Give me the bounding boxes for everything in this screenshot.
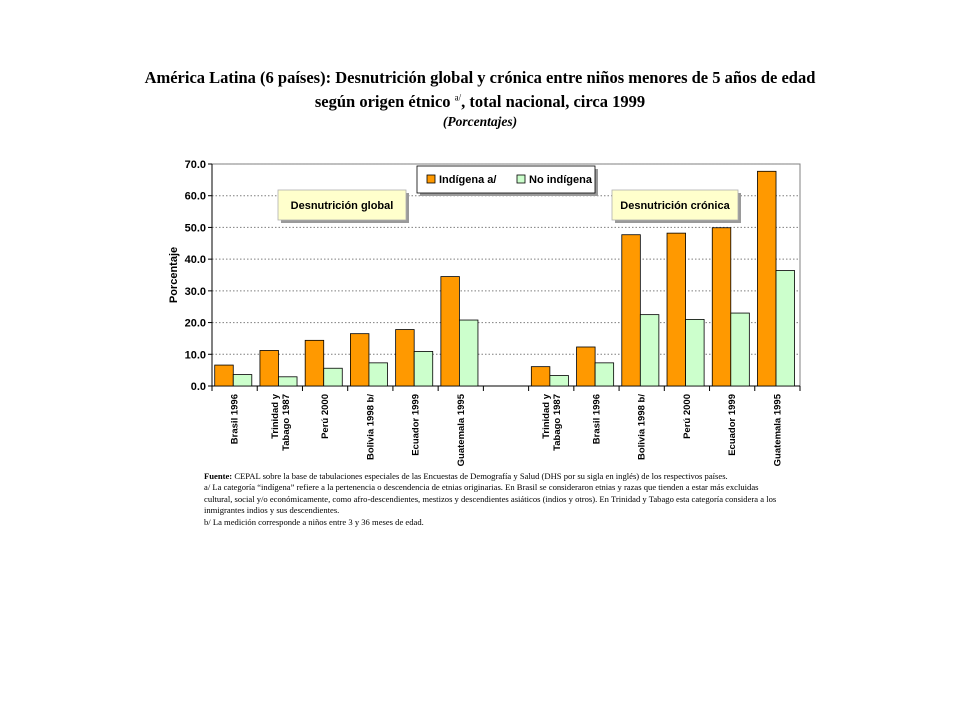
bar-no-indigena — [594, 362, 615, 387]
bar-no-indigena — [775, 270, 795, 387]
bar-indigena — [530, 366, 551, 387]
bar-no-indigena — [730, 312, 750, 387]
bar-indigena — [440, 276, 460, 387]
chart-title: América Latina (6 países): Desnutrición … — [60, 66, 900, 114]
bar-indigena — [711, 227, 732, 387]
x-tick-label: Perú 2000 — [682, 394, 693, 439]
footnote-b: b/ La medición corresponde a niños entre… — [204, 516, 424, 527]
bar-chart: 0.0 10.0 20.0 30.0 40.0 50.0 60.0 70.0 Porcentaj… — [168, 159, 801, 466]
bar-indigena — [350, 333, 370, 387]
legend-label: No indígena — [529, 174, 593, 186]
legend-swatch — [516, 174, 526, 184]
footnote-a: a/ La categoría “indígena” refiere a la … — [204, 482, 777, 516]
source-text: CEPAL sobre la base de tabulaciones espe… — [234, 471, 728, 481]
y-tick-label: 70.0 — [185, 159, 206, 171]
bar-no-indigena — [413, 351, 434, 387]
y-tick-label: 40.0 — [185, 254, 206, 266]
title-line-2-pre: según origen étnico — [314, 92, 451, 111]
bar-indigena — [576, 346, 596, 387]
bar-no-indigena — [459, 319, 479, 387]
bar-indigena — [214, 364, 234, 387]
x-tick-label: Perú 2000 — [320, 394, 331, 439]
title-line-2-post: , total nacional, circa 1999 — [461, 92, 646, 111]
group-label: Desnutrición global — [291, 200, 394, 212]
bar-no-indigena — [278, 376, 298, 387]
bar-indigena — [621, 234, 641, 387]
bar-no-indigena — [232, 374, 253, 387]
bar-no-indigena — [323, 367, 343, 387]
legend-label: Indígena a/ — [439, 174, 496, 186]
x-tick-label: Guatemala 1995 — [772, 393, 783, 466]
x-tick-label: Ecuador 1999 — [727, 394, 738, 456]
y-tick-label: 30.0 — [185, 286, 206, 298]
group-label: Desnutrición crónica — [620, 200, 730, 212]
title-footnote-mark: a/ — [454, 92, 462, 103]
legend — [416, 165, 596, 194]
y-tick-label: 0.0 — [191, 381, 206, 393]
title-line-1: América Latina (6 países): Desnutrición … — [144, 68, 816, 87]
x-tick-label: Bolivia 1998 b/ — [365, 394, 376, 460]
bar-no-indigena — [685, 318, 705, 387]
source-label: Fuente: — [204, 471, 233, 481]
bar-indigena — [304, 339, 325, 387]
x-tick-label: Guatemala 1995 — [456, 393, 467, 466]
y-axis-title: Porcentaje — [168, 247, 180, 303]
chart-notes: Fuente: CEPAL sobre la base de tabulacio… — [204, 471, 784, 528]
bar-no-indigena — [639, 314, 660, 387]
title-line-2: según origen étnico a/, total nacional, … — [60, 90, 900, 114]
chart-subtitle: (Porcentajes) — [442, 114, 518, 129]
x-tick-label: Brasil 1996 — [591, 394, 602, 444]
x-tick-label: Trinidad yTabago 1987 — [541, 393, 563, 451]
bar-no-indigena — [549, 375, 569, 387]
y-tick-label: 60.0 — [185, 191, 206, 203]
x-tick-label: Brasil 1996 — [230, 394, 241, 444]
group-label-box — [277, 189, 407, 221]
x-tick-label: Bolivia 1998 b/ — [637, 394, 648, 460]
y-tick-label: 20.0 — [185, 318, 206, 330]
x-tick-label: Trinidad yTabago 1987 — [270, 393, 292, 451]
bar-indigena — [666, 232, 686, 387]
bar-indigena — [757, 170, 777, 387]
bar-indigena — [395, 329, 415, 387]
y-tick-label: 50.0 — [185, 222, 206, 234]
bar-no-indigena — [368, 362, 388, 387]
group-label-box — [611, 189, 739, 221]
y-tick-label: 10.0 — [185, 349, 206, 361]
legend-swatch — [426, 174, 436, 184]
source-note: Fuente: CEPAL sobre la base de tabulacio… — [204, 471, 784, 482]
bar-indigena — [259, 350, 279, 387]
x-tick-label: Ecuador 1999 — [411, 394, 422, 456]
